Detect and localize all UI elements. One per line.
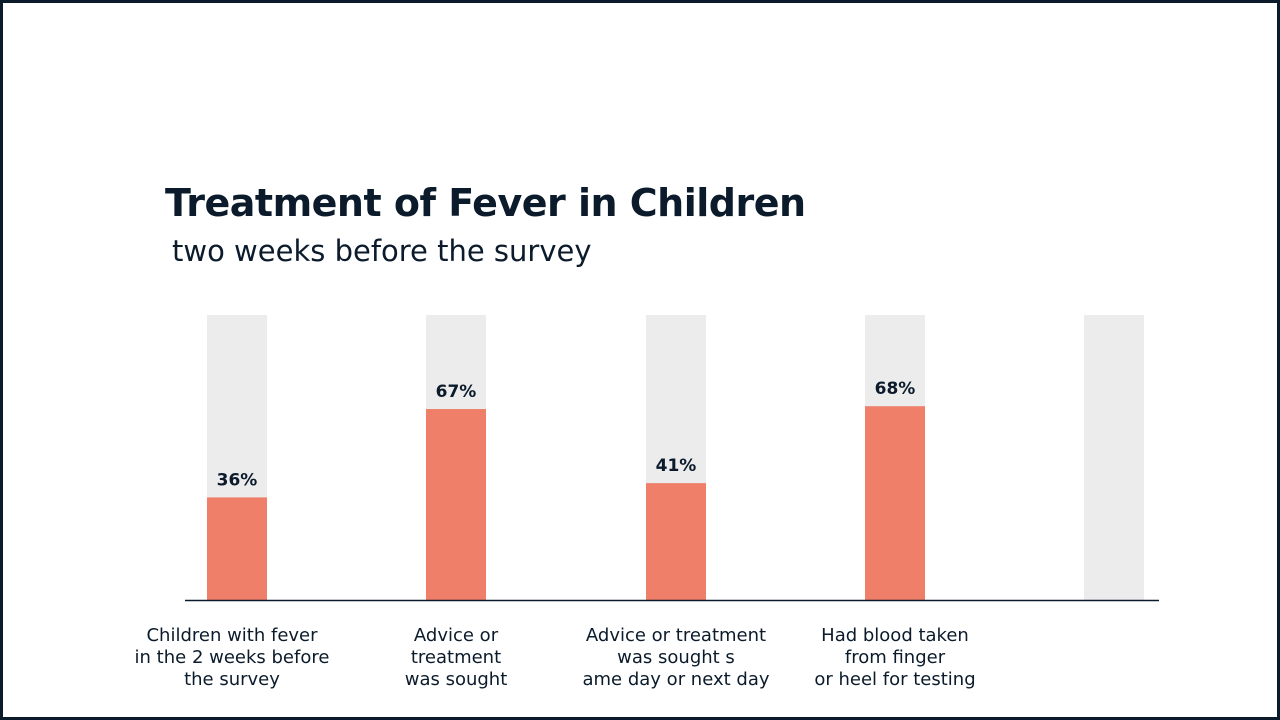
bar-value-label: 36%: [217, 470, 258, 490]
bar-track: [1084, 315, 1144, 600]
x-tick-label: Advice or treatment was sought: [404, 625, 508, 690]
bar-chart: 36% 67% 41% 68%: [185, 315, 1159, 602]
chart-title: Treatment of Fever in Children: [165, 181, 806, 225]
bar-value-label: 67%: [436, 382, 477, 402]
bar-value-label: 68%: [875, 379, 916, 399]
bar: [207, 497, 267, 600]
x-tick-label: Had blood taken from finger or heel for …: [814, 625, 976, 690]
chart-subtitle: two weeks before the survey: [172, 234, 592, 268]
x-tick-label: Children with fever in the 2 weeks befor…: [134, 625, 330, 690]
bar-value-label: 41%: [656, 456, 697, 476]
bar: [865, 406, 925, 600]
bar: [646, 483, 706, 600]
bar: [426, 409, 486, 600]
x-tick-label: Advice or treatment was sought s ame day…: [582, 625, 770, 690]
